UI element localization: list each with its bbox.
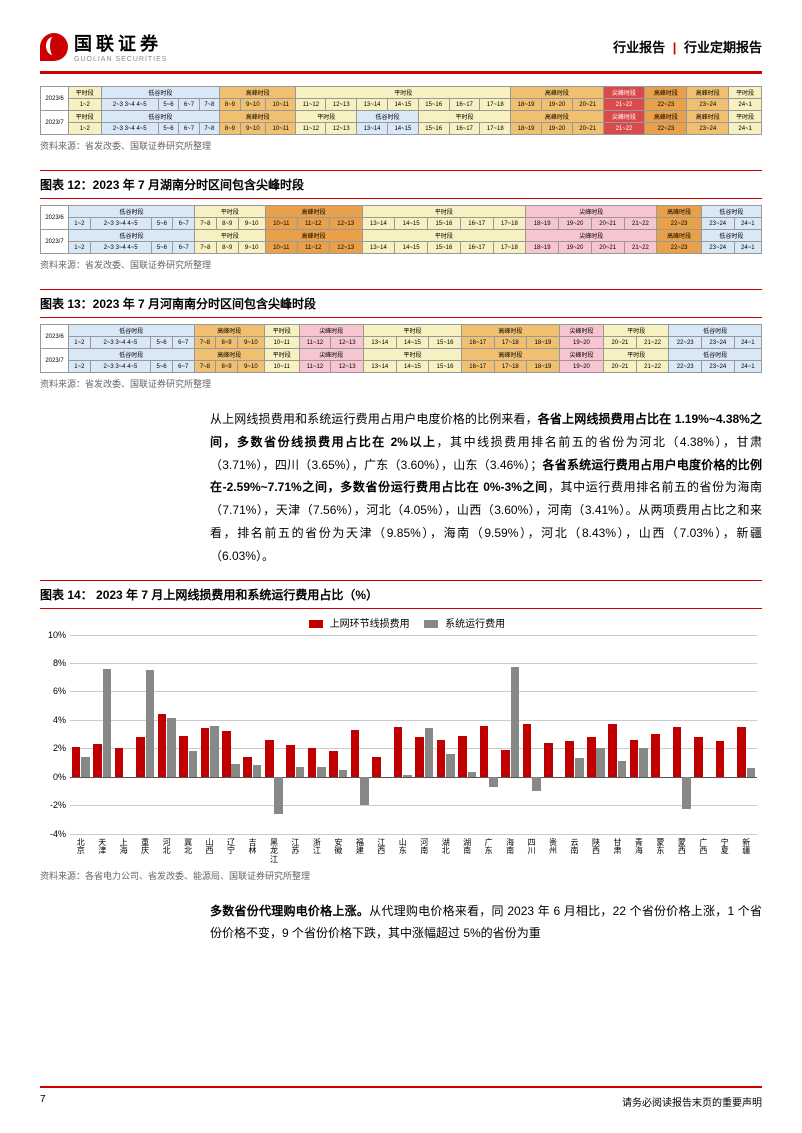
body-paragraph-1: 从上网线损费用和系统运行费用占用户电度价格的比例来看，各省上网线损费用占比在 1… xyxy=(210,408,762,568)
fig13-title-box: 图表 13：2023 年 7 月河南南分时区间包含尖峰时段 xyxy=(40,289,762,318)
fig13-title: 图表 13：2023 年 7 月河南南分时区间包含尖峰时段 xyxy=(40,295,762,312)
report-type-left: 行业报告 xyxy=(613,40,665,55)
company-name-cn: 国联证券 xyxy=(74,30,167,56)
header-report-type: 行业报告 | 行业定期报告 xyxy=(613,37,762,56)
logo-icon xyxy=(40,33,68,61)
source-note-14: 资料来源：各省电力公司、省发改委、能源局、国联证券研究所整理 xyxy=(40,869,762,882)
legend-label-1: 上网环节线损费用 xyxy=(330,619,410,630)
page-header: 国联证券 GUOLIAN SECURITIES 行业报告 | 行业定期报告 xyxy=(40,30,762,74)
report-type-right: 行业定期报告 xyxy=(684,40,762,55)
fig12-table-container: 2023/6低谷时段平时段高峰时段平时段尖峰时段高峰时段低谷时段1~22~3 3… xyxy=(40,205,762,254)
top-period-table-container: 2023/6平时段低谷时段高峰时段平时段高峰时段尖峰时段高峰时段高峰时段平时段1… xyxy=(40,86,762,135)
chart-axis-area: -4%-2%0%2%4%6%8%10% xyxy=(70,635,757,835)
footer-disclaimer: 请务必阅读报告末页的重要声明 xyxy=(622,1094,762,1109)
fig12-title: 图表 12：2023 年 7 月湖南分时区间包含尖峰时段 xyxy=(40,176,762,193)
page-footer: 7 请务必阅读报告末页的重要声明 xyxy=(40,1086,762,1109)
fig14-title: 图表 14： 2023 年 7 月上网线损费用和系统运行费用占比（%） xyxy=(40,586,762,603)
fig13-table-container: 2023/6低谷时段高峰时段平时段尖峰时段平时段高峰时段尖峰时段平时段低谷时段1… xyxy=(40,324,762,373)
source-note-12: 资料来源：省发改委、国联证券研究所整理 xyxy=(40,258,762,271)
source-note-13: 资料来源：省发改委、国联证券研究所整理 xyxy=(40,377,762,390)
source-note-top: 资料来源：省发改委、国联证券研究所整理 xyxy=(40,139,762,152)
legend-swatch-red xyxy=(309,620,323,628)
legend-label-2: 系统运行费用 xyxy=(445,619,505,630)
chart-xlabels: 北京天津上海重庆河北冀北山西辽宁吉林黑龙江江苏浙江安徽福建江西山东河南湖北湖南广… xyxy=(70,837,757,865)
company-logo: 国联证券 GUOLIAN SECURITIES xyxy=(40,30,167,63)
page-number: 7 xyxy=(40,1094,46,1109)
body-paragraph-2: 多数省份代理购电价格上涨。从代理购电价格来看，同 2023 年 6 月相比，22… xyxy=(210,900,762,946)
fig12-title-box: 图表 12：2023 年 7 月湖南分时区间包含尖峰时段 xyxy=(40,170,762,199)
fig14-chart: 上网环节线损费用 系统运行费用 -4%-2%0%2%4%6%8%10% 北京天津… xyxy=(40,615,762,865)
header-separator: | xyxy=(673,40,677,55)
fig14-title-box: 图表 14： 2023 年 7 月上网线损费用和系统运行费用占比（%） xyxy=(40,580,762,609)
legend-swatch-grey xyxy=(424,620,438,628)
company-name-en: GUOLIAN SECURITIES xyxy=(74,56,167,63)
fig14-legend: 上网环节线损费用 系统运行费用 xyxy=(40,615,762,630)
